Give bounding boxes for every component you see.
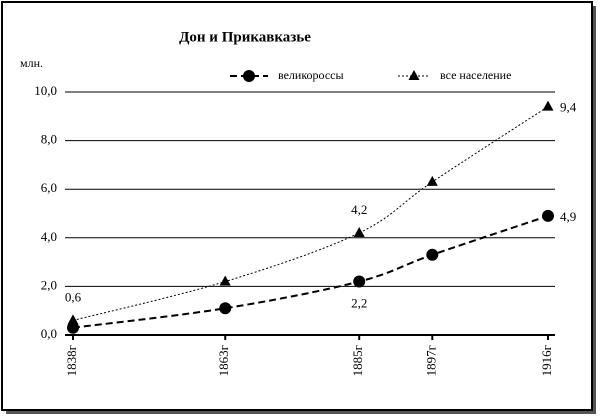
data-point [67, 321, 79, 334]
x-tick-label: 1838г [64, 345, 79, 376]
data-point [426, 175, 438, 186]
data-point [353, 226, 365, 237]
y-tick-label: 0,0 [41, 326, 57, 341]
chart-title: Дон и Прикавказье [179, 29, 311, 45]
data-point [542, 100, 554, 111]
series-line [72, 214, 549, 329]
data-label: 2,2 [351, 296, 367, 311]
legend-label: все население [440, 68, 511, 82]
legend-marker [408, 70, 420, 80]
series-line [72, 106, 549, 321]
x-tick-label: 1885г [350, 345, 365, 376]
data-label: 9,4 [560, 100, 577, 115]
y-tick-label: 10,0 [34, 83, 57, 98]
x-tick-label: 1897г [423, 345, 438, 376]
y-tick-label: 6,0 [41, 180, 57, 195]
data-point [426, 248, 439, 261]
data-point [353, 275, 366, 288]
data-point [542, 209, 554, 222]
data-label: 0,6 [65, 289, 82, 304]
data-point [219, 302, 232, 315]
legend-marker [243, 70, 255, 82]
legend-label: великороссы [278, 68, 344, 82]
x-tick-label: 1916г [539, 345, 554, 376]
data-point [219, 275, 231, 286]
y-tick-label: 8,0 [41, 132, 57, 147]
data-label: 4,9 [560, 209, 576, 224]
data-point [67, 314, 79, 325]
frame [1, 1, 593, 411]
y-tick-label: 4,0 [41, 229, 57, 244]
y-tick-label: 2,0 [41, 277, 57, 292]
data-label: 4,2 [351, 202, 367, 217]
x-tick-label: 1863г [216, 345, 231, 376]
y-axis-label: млн. [20, 56, 43, 70]
